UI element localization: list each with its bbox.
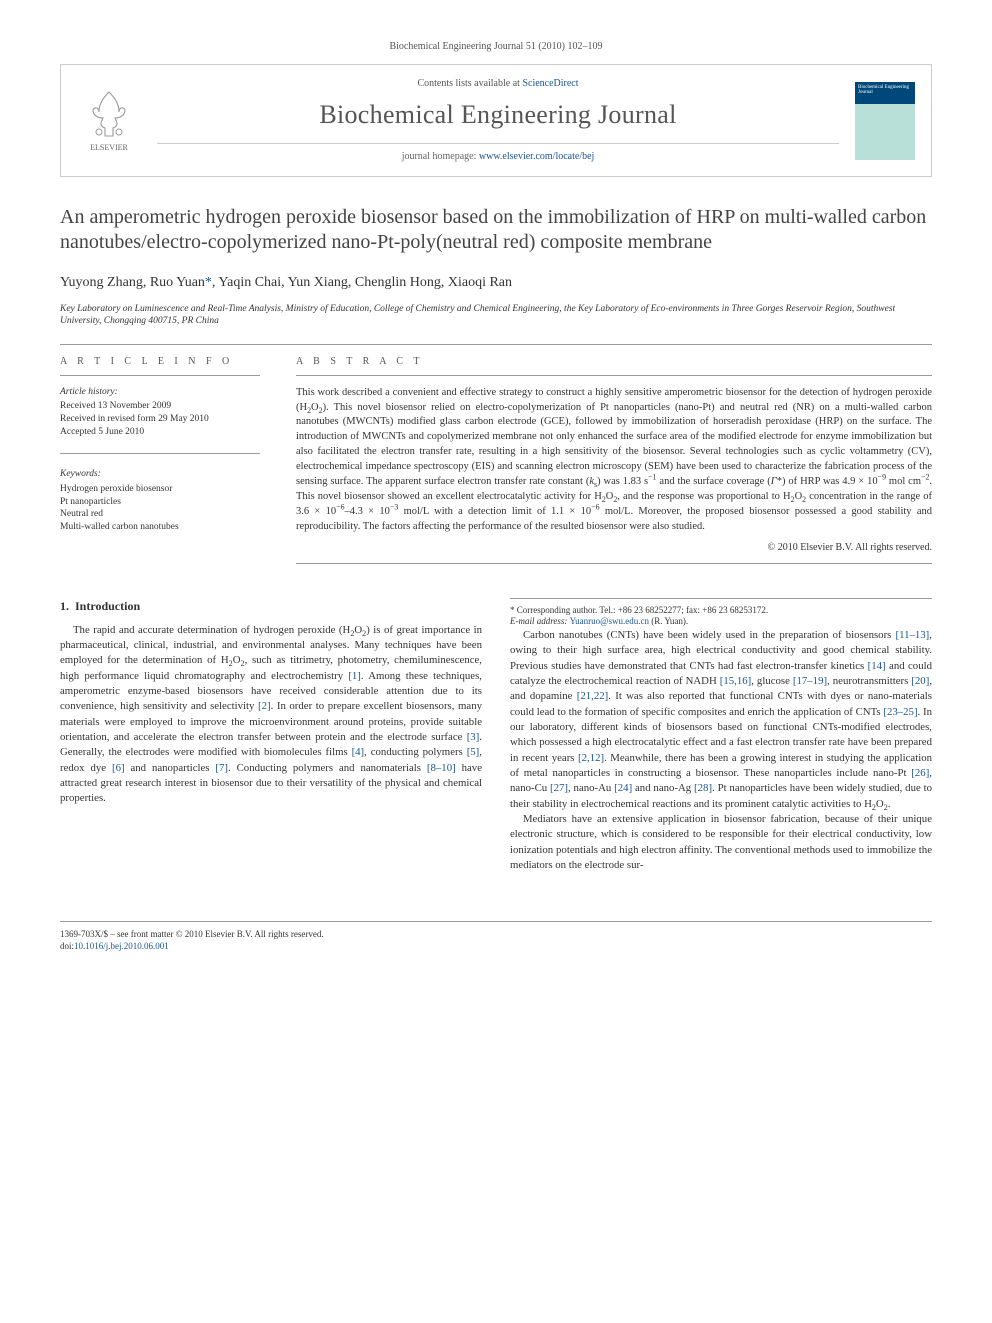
journal-header-middle: Contents lists available at ScienceDirec… bbox=[157, 77, 839, 164]
rule-kw bbox=[60, 453, 260, 454]
contents-line: Contents lists available at ScienceDirec… bbox=[157, 77, 839, 91]
article-info-col: A R T I C L E I N F O Article history: R… bbox=[60, 355, 260, 574]
keyword: Multi-walled carbon nanotubes bbox=[60, 521, 260, 534]
section-heading: 1. Introduction bbox=[60, 598, 482, 615]
doi-line: doi:10.1016/j.bej.2010.06.001 bbox=[60, 940, 932, 953]
body-para: The rapid and accurate determination of … bbox=[60, 623, 482, 807]
sciencedirect-link[interactable]: ScienceDirect bbox=[522, 78, 578, 89]
article-info-block: Article history: Received 13 November 20… bbox=[60, 386, 260, 534]
page-footer: 1369-703X/$ – see front matter © 2010 El… bbox=[60, 921, 932, 953]
keyword: Hydrogen peroxide biosensor bbox=[60, 483, 260, 496]
email-line: E-mail address: Yuanruo@swu.edu.cn (R. Y… bbox=[510, 616, 932, 628]
abstract-col: A B S T R A C T This work described a co… bbox=[296, 355, 932, 574]
history-line: Received 13 November 2009 bbox=[60, 400, 260, 413]
abstract-copyright: © 2010 Elsevier B.V. All rights reserved… bbox=[296, 541, 932, 555]
journal-header-box: ELSEVIER Contents lists available at Sci… bbox=[60, 64, 932, 177]
contents-pre: Contents lists available at bbox=[417, 78, 522, 89]
homepage-url[interactable]: www.elsevier.com/locate/bej bbox=[479, 151, 594, 162]
body-para: Mediators have an extensive application … bbox=[510, 812, 932, 873]
elsevier-logo: ELSEVIER bbox=[77, 85, 141, 157]
body-columns: 1. Introduction The rapid and accurate d… bbox=[60, 598, 932, 907]
rule-abs-bot bbox=[296, 563, 932, 564]
rule-info bbox=[60, 375, 260, 376]
keyword: Neutral red bbox=[60, 508, 260, 521]
abstract-heading: A B S T R A C T bbox=[296, 355, 932, 369]
journal-name: Biochemical Engineering Journal bbox=[157, 97, 839, 133]
article-title: An amperometric hydrogen peroxide biosen… bbox=[60, 205, 932, 255]
abstract-text: This work described a convenient and eff… bbox=[296, 386, 932, 535]
rule-abs bbox=[296, 375, 932, 376]
homepage-line: journal homepage: www.elsevier.com/locat… bbox=[157, 143, 839, 164]
email-label: E-mail address: bbox=[510, 616, 570, 626]
homepage-pre: journal homepage: bbox=[402, 151, 479, 162]
doi-link[interactable]: 10.1016/j.bej.2010.06.001 bbox=[74, 941, 169, 951]
email-who: (R. Yuan). bbox=[651, 616, 688, 626]
history-line: Accepted 5 June 2010 bbox=[60, 426, 260, 439]
rule-top bbox=[60, 344, 932, 345]
cover-thumb-title: Biochemical Engineering Journal bbox=[858, 85, 912, 96]
running-head: Biochemical Engineering Journal 51 (2010… bbox=[60, 40, 932, 54]
keywords-label: Keywords: bbox=[60, 468, 260, 481]
column-spacer bbox=[60, 807, 482, 907]
front-matter-line: 1369-703X/$ – see front matter © 2010 El… bbox=[60, 928, 932, 941]
body-para: Carbon nanotubes (CNTs) have been widely… bbox=[510, 628, 932, 812]
affiliation: Key Laboratory on Luminescence and Real-… bbox=[60, 303, 932, 328]
history-line: Received in revised form 29 May 2010 bbox=[60, 413, 260, 426]
elsevier-tree-icon bbox=[85, 88, 133, 140]
history-label: Article history: bbox=[60, 386, 260, 399]
footnotes: * Corresponding author. Tel.: +86 23 682… bbox=[510, 598, 932, 628]
corresponding-author: * Corresponding author. Tel.: +86 23 682… bbox=[510, 605, 932, 617]
elsevier-text: ELSEVIER bbox=[90, 142, 128, 153]
article-info-heading: A R T I C L E I N F O bbox=[60, 355, 260, 369]
email-link[interactable]: Yuanruo@swu.edu.cn bbox=[570, 616, 649, 626]
journal-cover-thumb: Biochemical Engineering Journal bbox=[855, 82, 915, 160]
authors: Yuyong Zhang, Ruo Yuan*, Yaqin Chai, Yun… bbox=[60, 273, 932, 293]
keyword: Pt nanoparticles bbox=[60, 496, 260, 509]
info-abstract-row: A R T I C L E I N F O Article history: R… bbox=[60, 355, 932, 574]
